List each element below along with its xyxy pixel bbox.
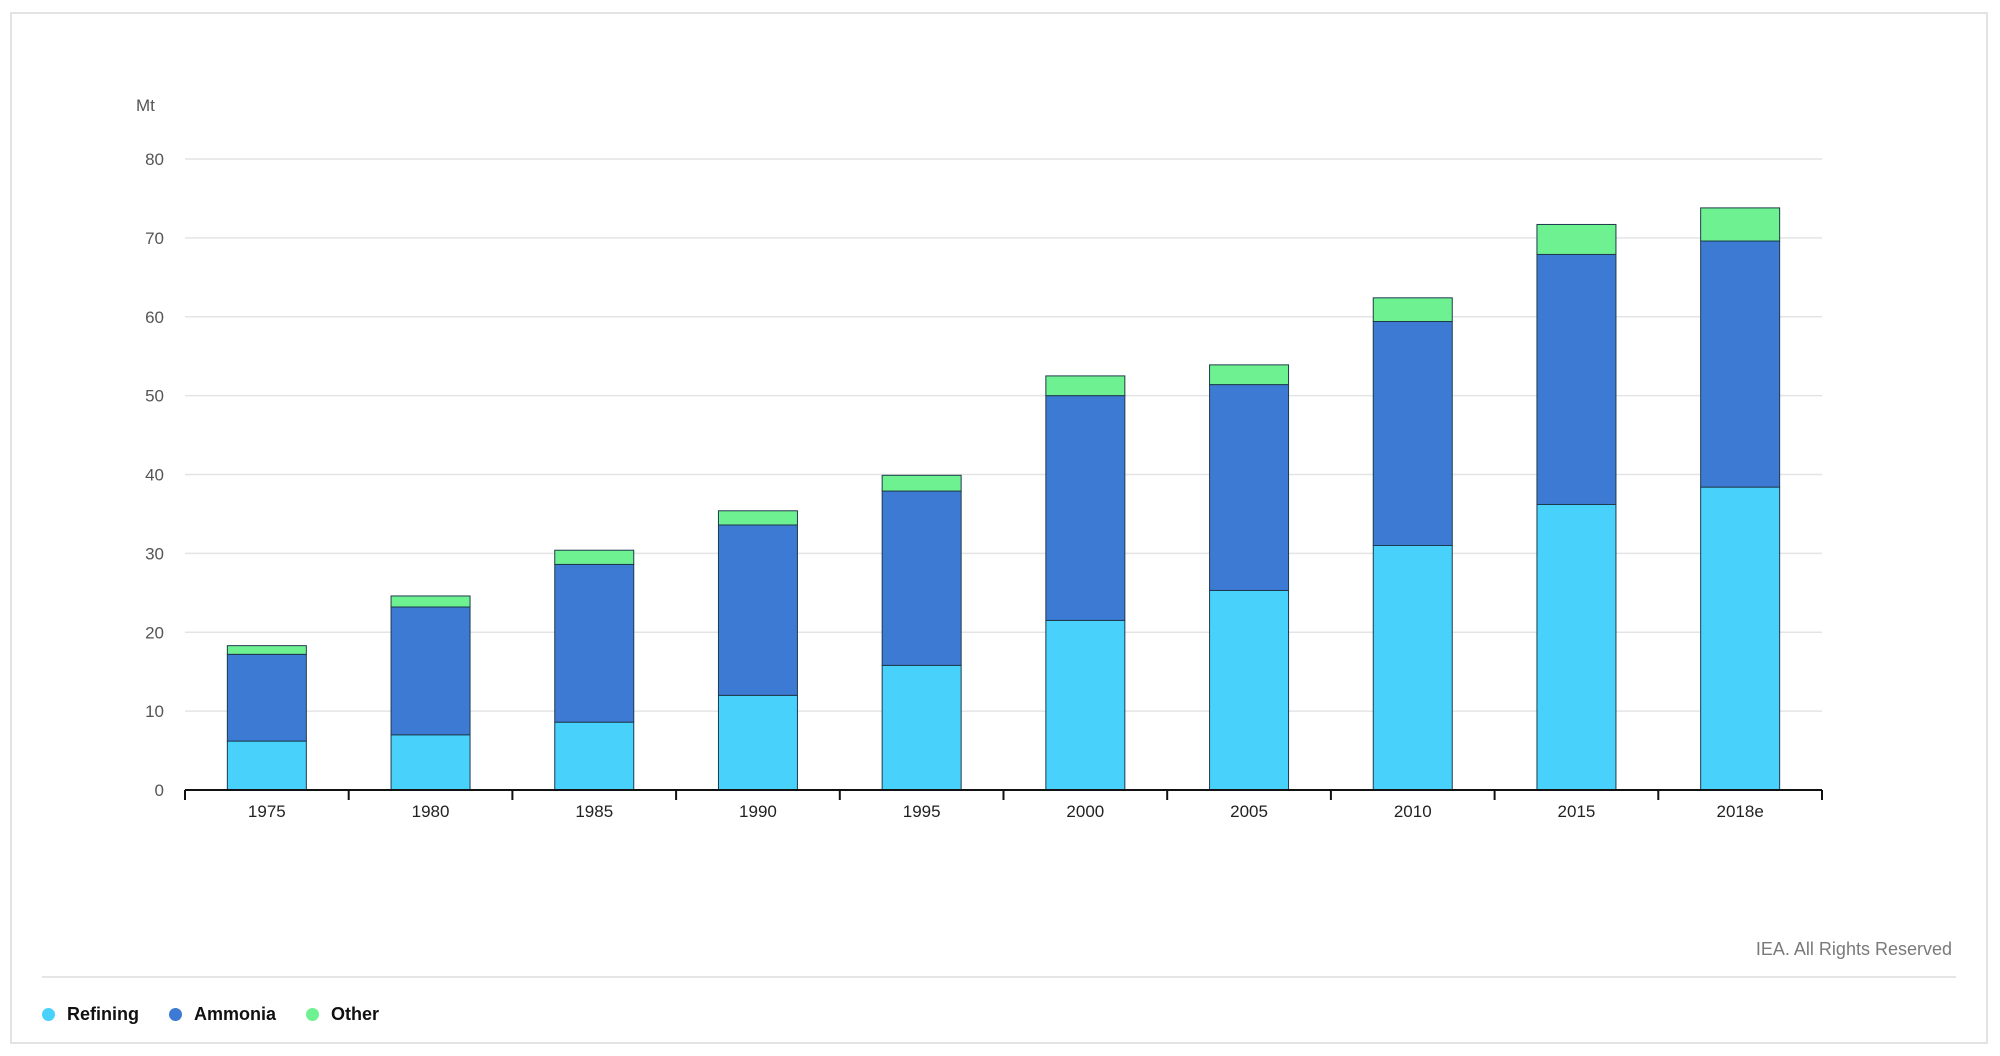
legend: Refining Ammonia Other xyxy=(42,1004,379,1025)
bar-segment-ammonia-2000[interactable] xyxy=(1045,395,1126,621)
bar-segment-other-2000[interactable] xyxy=(1045,375,1126,397)
copyright-credit: IEA. All Rights Reserved xyxy=(1755,939,1952,959)
y-tick-label: 30 xyxy=(145,544,164,563)
bar-segment-other-2015[interactable] xyxy=(1536,223,1617,255)
bar-segment-ammonia-2015[interactable] xyxy=(1536,253,1617,505)
bar-segment-other-1985[interactable] xyxy=(554,549,635,565)
bar-segment-ammonia-1995[interactable] xyxy=(881,490,962,666)
axes: 0 10 20 30 40 50 60 70 80 1975 1980 1985 1990 1995 200… xyxy=(145,150,1823,821)
bar-segment-ammonia-1990[interactable] xyxy=(717,524,798,696)
x-tick-label: 1980 xyxy=(412,802,450,821)
x-tick-label: 1975 xyxy=(248,802,286,821)
bar-segment-ammonia-2018e[interactable] xyxy=(1700,240,1781,488)
bar-segment-other-2018e[interactable] xyxy=(1700,207,1781,242)
bar-segment-refining-2018e[interactable] xyxy=(1700,486,1781,791)
legend-item-refining[interactable]: Refining xyxy=(42,1004,139,1025)
y-tick-label: 70 xyxy=(145,229,164,248)
bar-segment-ammonia-1975[interactable] xyxy=(226,653,307,742)
bars xyxy=(226,207,1781,791)
bar-segment-refining-1980[interactable] xyxy=(390,734,471,791)
bar-segment-other-2010[interactable] xyxy=(1372,297,1453,322)
y-tick-label: 80 xyxy=(145,150,164,169)
legend-divider xyxy=(42,976,1956,978)
y-tick-label: 20 xyxy=(145,623,164,642)
bar-segment-other-1990[interactable] xyxy=(717,510,798,526)
x-tick-label: 2005 xyxy=(1230,802,1268,821)
x-tick-label: 2018e xyxy=(1717,802,1764,821)
legend-label-other: Other xyxy=(331,1004,380,1024)
x-tick-label: 2015 xyxy=(1558,802,1596,821)
legend-item-other[interactable]: Other xyxy=(306,1004,379,1025)
x-tick-label: 1990 xyxy=(739,802,777,821)
y-tick-label: 40 xyxy=(145,466,164,485)
y-tick-label: 60 xyxy=(145,308,164,327)
legend-label-ammonia: Ammonia xyxy=(194,1004,277,1024)
bar-segment-ammonia-1985[interactable] xyxy=(554,563,635,723)
x-tick-label: 2010 xyxy=(1394,802,1432,821)
y-axis-unit-label: Mt xyxy=(136,96,155,115)
bar-segment-other-1980[interactable] xyxy=(390,595,471,608)
y-tick-label: 10 xyxy=(145,702,164,721)
bar-segment-other-1995[interactable] xyxy=(881,474,962,492)
bar-segment-refining-2015[interactable] xyxy=(1536,503,1617,791)
y-tick-label: 50 xyxy=(145,387,164,406)
x-tick-label: 1995 xyxy=(903,802,941,821)
legend-label-refining: Refining xyxy=(67,1004,139,1024)
x-tick-label: 2000 xyxy=(1066,802,1104,821)
bar-segment-refining-2000[interactable] xyxy=(1045,619,1126,791)
bar-segment-refining-2005[interactable] xyxy=(1209,589,1290,791)
bar-segment-refining-2010[interactable] xyxy=(1372,544,1453,791)
bar-segment-ammonia-1980[interactable] xyxy=(390,606,471,736)
bar-segment-ammonia-2005[interactable] xyxy=(1209,384,1290,591)
bar-segment-other-1975[interactable] xyxy=(226,645,307,655)
x-tick-label: 1985 xyxy=(575,802,613,821)
stacked-bar-chart: 0 10 20 30 40 50 60 70 80 1975 1980 1985 1990 1995 200… xyxy=(136,96,1823,821)
bar-segment-refining-1975[interactable] xyxy=(226,740,307,791)
bar-segment-other-2005[interactable] xyxy=(1209,364,1290,386)
other-color-dot xyxy=(306,1008,320,1021)
bar-segment-refining-1995[interactable] xyxy=(881,664,962,791)
bar-segment-refining-1990[interactable] xyxy=(717,694,798,791)
bar-segment-ammonia-2010[interactable] xyxy=(1372,320,1453,546)
refining-color-dot xyxy=(42,1008,55,1021)
legend-item-ammonia[interactable]: Ammonia xyxy=(169,1004,276,1025)
ammonia-color-dot xyxy=(169,1008,182,1021)
bar-segment-refining-1985[interactable] xyxy=(554,721,635,791)
chart-card: 0 10 20 30 40 50 60 70 80 1975 1980 1985 1990 1995 200… xyxy=(10,12,1988,1044)
y-tick-label: 0 xyxy=(155,781,164,800)
